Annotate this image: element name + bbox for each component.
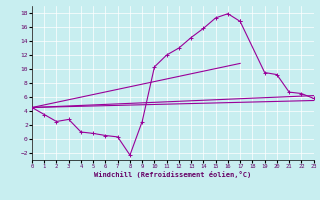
X-axis label: Windchill (Refroidissement éolien,°C): Windchill (Refroidissement éolien,°C) [94, 171, 252, 178]
